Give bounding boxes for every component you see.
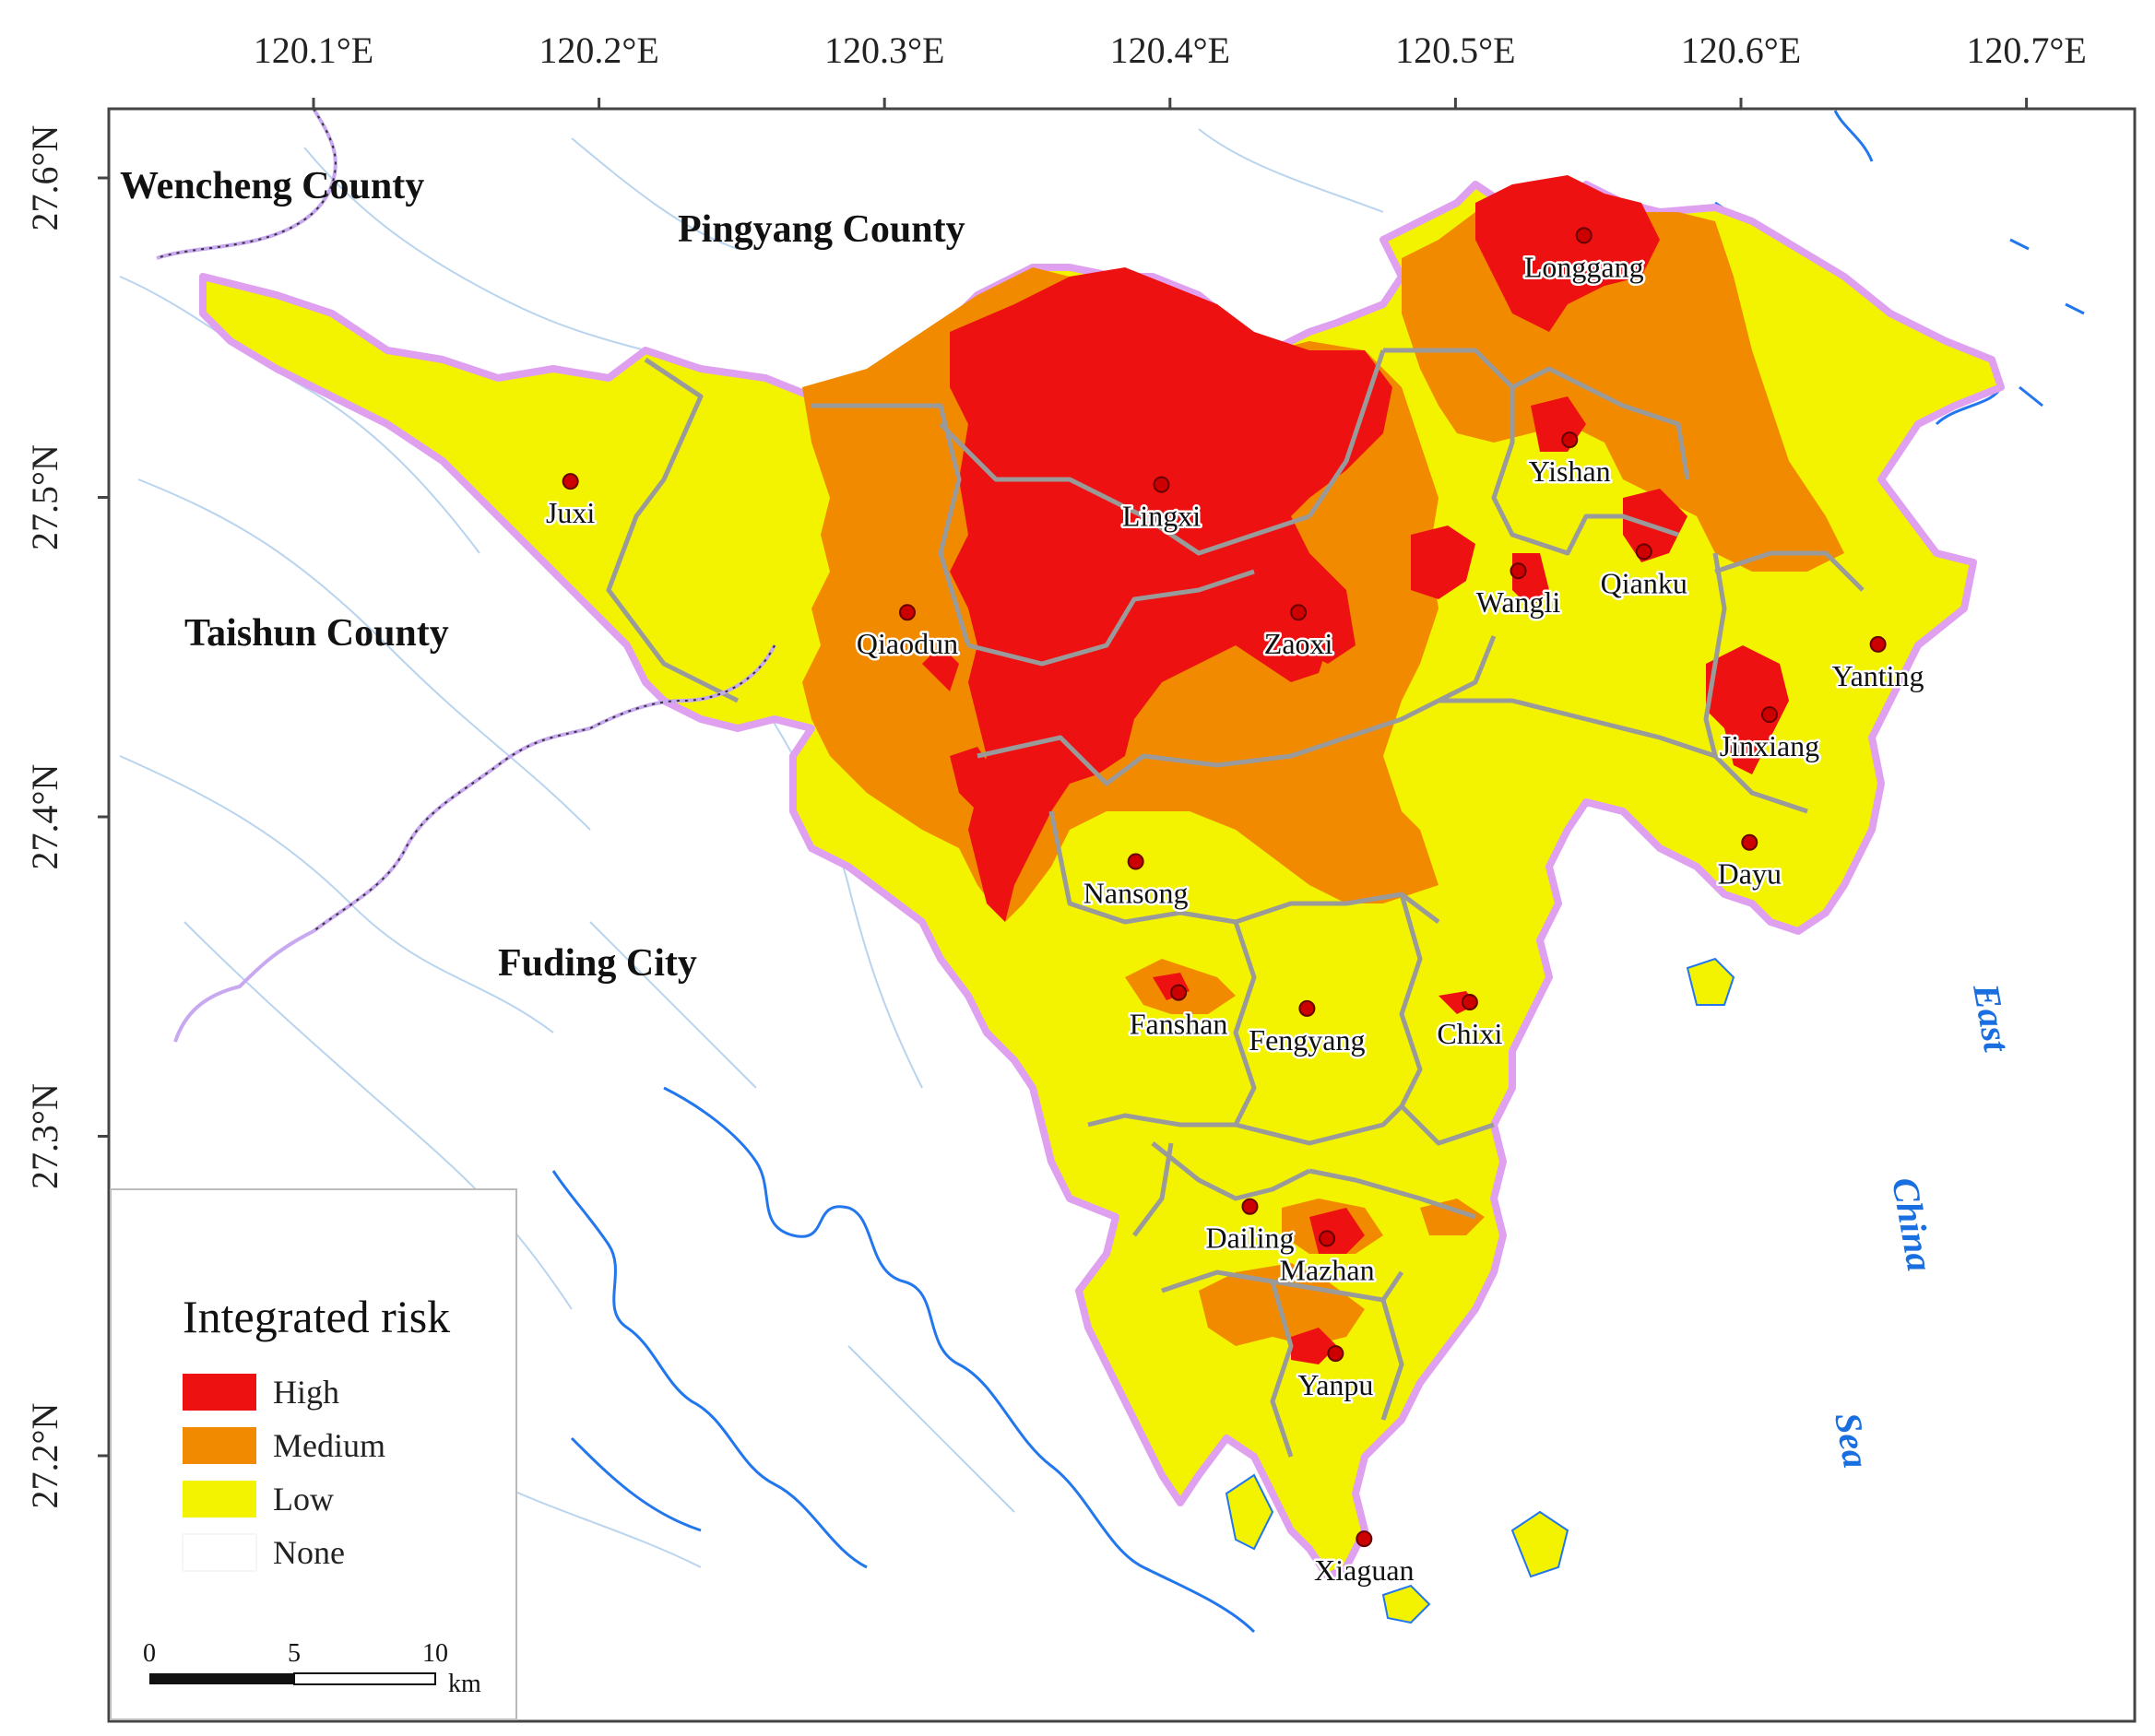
town-label-qianku: Qianku	[1601, 566, 1687, 599]
longitude-tick-label: 120.6°E	[1681, 30, 1801, 71]
latitude-tick-label: 27.3°N	[24, 1083, 65, 1189]
town-marker-wangli	[1510, 562, 1527, 580]
county-label-taishun: Taishun County	[184, 612, 449, 655]
town-markers: Longgang Yishan Juxi Lingxi Qianku Wangli Qiao…	[543, 227, 1926, 1589]
town-marker-zaoxi	[1290, 604, 1308, 621]
legend-title: Integrated risk	[183, 1291, 450, 1342]
fuding-water-outline	[551, 1086, 1256, 1634]
longitude-tick-label: 120.5°E	[1395, 30, 1515, 71]
scale-tick-0: 0	[143, 1639, 156, 1668]
town-label-fengyang: Fengyang	[1249, 1023, 1365, 1057]
scale-tick-10: 10	[422, 1639, 448, 1668]
town-label-dayu: Dayu	[1718, 857, 1782, 891]
map-frame	[107, 107, 2137, 1723]
county-label-pingyang: Pingyang County	[678, 208, 965, 251]
town-label-dailing: Dailing	[1205, 1222, 1294, 1255]
longitude-tick-label: 120.3°E	[824, 30, 944, 71]
legend-label-low: Low	[273, 1481, 334, 1518]
town-label-lingxi: Lingxi	[1122, 500, 1201, 533]
town-marker-yanpu	[1327, 1345, 1344, 1363]
legend-swatch-none	[182, 1533, 257, 1572]
scale-bar-black-segment	[149, 1673, 294, 1684]
scale-bar: 0 5 10 km	[143, 1639, 481, 1698]
latitude-tick-label: 27.5°N	[24, 444, 65, 550]
town-marker-fanshan	[1170, 984, 1188, 1001]
legend-label-medium: Medium	[273, 1427, 385, 1464]
longitude-tick-label: 120.2°E	[539, 30, 658, 71]
town-label-nansong: Nansong	[1083, 877, 1189, 910]
legend-box	[110, 1188, 517, 1720]
town-marker-chixi	[1461, 993, 1478, 1010]
town-label-juxi: Juxi	[546, 496, 595, 529]
town-marker-nansong	[1127, 853, 1144, 870]
longitude-tick-label: 120.7°E	[1966, 30, 2086, 71]
town-label-qiaodun: Qiaodun	[857, 627, 958, 660]
town-label-zaoxi: Zaoxi	[1264, 627, 1333, 660]
longitude-ticks: 120.1°E 120.2°E 120.3°E 120.4°E 120.5°E 120.6…	[254, 30, 2087, 109]
town-marker-juxi	[562, 473, 579, 490]
county-label-fuding: Fuding City	[498, 942, 697, 985]
town-marker-fengyang	[1298, 999, 1316, 1017]
town-marker-xiaguan	[1356, 1530, 1373, 1548]
islands	[1225, 957, 1735, 1624]
town-label-longgang: Longgang	[1524, 250, 1644, 283]
town-marker-lingxi	[1153, 476, 1170, 493]
town-label-yanting: Yanting	[1832, 659, 1924, 692]
latitude-tick-label: 27.2°N	[24, 1403, 65, 1509]
town-label-jinxiang: Jinxiang	[1720, 729, 1819, 762]
legend-swatch-medium	[183, 1427, 256, 1464]
town-label-mazhan: Mazhan	[1280, 1253, 1375, 1286]
town-label-yishan: Yishan	[1529, 455, 1611, 488]
legend-items: High Medium Low None	[182, 1374, 385, 1572]
legend: Integrated risk High Medium Low None 0 5 10…	[110, 1188, 517, 1720]
legend-swatch-low	[183, 1481, 256, 1518]
town-marker-dayu	[1741, 833, 1758, 851]
town-marker-mazhan	[1319, 1230, 1336, 1247]
sea-label-sea: Sea	[1827, 1410, 1877, 1471]
county-label-wencheng: Wencheng County	[120, 165, 424, 207]
scale-bar-white-segment	[293, 1672, 436, 1685]
latitude-ticks: 27.6°N 27.5°N 27.4°N 27.3°N 27.2°N	[24, 125, 109, 1509]
town-label-chixi: Chixi	[1437, 1017, 1502, 1050]
longitude-tick-label: 120.4°E	[1110, 30, 1230, 71]
legend-label-none: None	[273, 1534, 345, 1571]
town-label-yanpu: Yanpu	[1297, 1368, 1373, 1401]
scale-tick-5: 5	[288, 1639, 301, 1668]
scale-unit: km	[448, 1670, 481, 1698]
longitude-tick-label: 120.1°E	[254, 30, 373, 71]
town-label-xiaguan: Xiaguan	[1314, 1553, 1414, 1587]
legend-swatch-high	[183, 1374, 256, 1411]
town-marker-yishan	[1561, 431, 1579, 449]
town-label-fanshan: Fanshan	[1130, 1008, 1228, 1041]
latitude-tick-label: 27.6°N	[24, 125, 65, 231]
low-risk-region	[199, 181, 2005, 1580]
town-marker-dailing	[1241, 1198, 1259, 1215]
latitude-tick-label: 27.4°N	[24, 764, 65, 870]
town-marker-qiaodun	[898, 604, 916, 621]
county-boundaries-dots	[156, 109, 776, 932]
town-marker-yanting	[1869, 635, 1887, 653]
town-marker-jinxiang	[1760, 706, 1778, 724]
legend-label-high: High	[273, 1374, 339, 1411]
township-borders	[606, 348, 1865, 1458]
town-marker-qianku	[1635, 543, 1652, 561]
town-label-wangli: Wangli	[1476, 585, 1561, 619]
town-marker-longgang	[1575, 227, 1593, 244]
